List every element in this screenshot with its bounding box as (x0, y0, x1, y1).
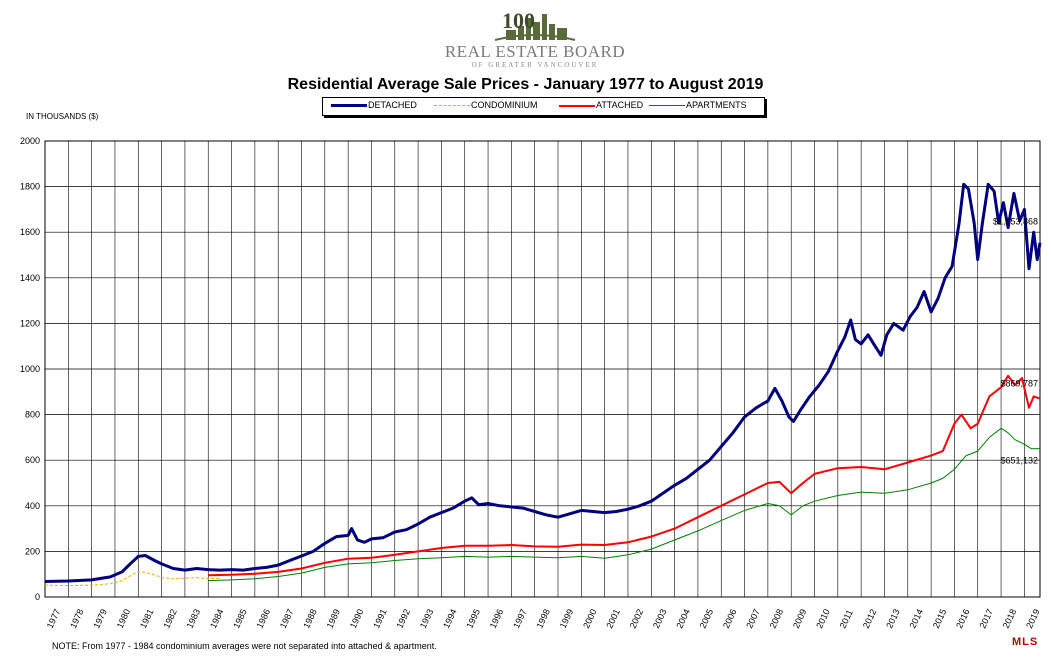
x-tick-label: 1988 (301, 607, 319, 629)
x-tick-label: 2017 (977, 607, 995, 629)
y-axis-unit-label: IN THOUSANDS ($) (26, 112, 99, 121)
x-tick-label: 1980 (115, 607, 133, 629)
y-tick-label: 1800 (20, 182, 40, 192)
x-tick-label: 2015 (931, 607, 949, 629)
y-tick-label: 800 (25, 410, 40, 420)
x-tick-label: 2009 (791, 607, 809, 629)
series-line-condominium (44, 571, 220, 587)
x-tick-label: 1981 (138, 607, 156, 629)
legend-swatch-detached (331, 104, 367, 108)
x-tick-label: 1979 (91, 607, 109, 629)
legend-item-detached: DETACHED (331, 100, 417, 110)
skyline-logo-icon: 100 (494, 8, 576, 41)
y-tick-label: 1200 (20, 318, 40, 328)
x-tick-label: 2002 (628, 607, 646, 629)
y-tick-label: 1000 (20, 364, 40, 374)
series-line-attached (208, 374, 1041, 577)
x-tick-label: 1993 (418, 607, 436, 629)
x-tick-label: 1987 (278, 607, 296, 629)
mls-logo-icon: MLS (1012, 636, 1039, 648)
x-tick-label: 2010 (814, 607, 832, 629)
x-tick-label: 2014 (908, 607, 926, 629)
x-tick-label: 2005 (698, 607, 716, 629)
x-tick-label: 2013 (884, 607, 902, 629)
y-tick-label: 600 (25, 455, 40, 465)
x-tick-label: 2000 (581, 607, 599, 629)
svg-text:100: 100 (502, 8, 535, 33)
x-tick-label: 1995 (464, 607, 482, 629)
y-tick-label: 2000 (20, 136, 40, 146)
annotation-label: $651,132 (1000, 456, 1038, 466)
legend-item-attached: ATTACHED (559, 100, 643, 110)
logo-brand-text: REAL ESTATE BOARD (444, 42, 626, 61)
x-tick-label: 2007 (744, 607, 762, 629)
x-tick-label: 1982 (161, 607, 179, 629)
series-line-detached (44, 182, 1042, 583)
legend-swatch-condominium (434, 105, 470, 107)
series-line-apartments (208, 427, 1041, 582)
annotation-label: $1,553,868 (993, 217, 1038, 227)
annotation-label: $869,787 (1000, 379, 1038, 389)
x-tick-label: 1977 (45, 607, 63, 629)
y-tick-label: 1600 (20, 227, 40, 237)
legend-item-condominium: CONDOMINIUM (434, 100, 538, 110)
x-tick-label: 1985 (231, 607, 249, 629)
legend-swatch-attached (559, 104, 595, 107)
x-tick-label: 2016 (954, 607, 972, 629)
x-tick-label: 2004 (674, 607, 692, 629)
chart-legend: DETACHED CONDOMINIUM ATTACHED APARTMENTS (322, 97, 765, 116)
chart-footnote: NOTE: From 1977 - 1984 condominium avera… (52, 641, 437, 651)
x-tick-label: 2008 (768, 607, 786, 629)
x-tick-label: 1994 (441, 607, 459, 629)
legend-swatch-apartments (649, 105, 685, 107)
rebgv-logo: 100 REAL ESTATE BOARD OF GREATER VANCOUV… (440, 8, 630, 69)
y-tick-label: 1400 (20, 273, 40, 283)
y-tick-label: 400 (25, 501, 40, 511)
x-tick-label: 1990 (348, 607, 366, 629)
x-tick-label: 2012 (861, 607, 879, 629)
x-tick-label: 2003 (651, 607, 669, 629)
x-tick-label: 1978 (68, 607, 86, 629)
y-tick-label: 0 (35, 592, 40, 602)
x-tick-label: 1991 (371, 607, 389, 629)
x-tick-label: 1998 (534, 607, 552, 629)
x-tick-label: 1997 (511, 607, 529, 629)
x-tick-label: 1983 (185, 607, 203, 629)
x-tick-label: 1992 (395, 607, 413, 629)
legend-label-detached: DETACHED (368, 100, 417, 110)
x-tick-label: 1999 (558, 607, 576, 629)
chart-title: Residential Average Sale Prices - Januar… (287, 76, 764, 93)
x-tick-label: 1996 (488, 607, 506, 629)
x-tick-label: 1984 (208, 607, 226, 629)
logo-subtitle-text: OF GREATER VANCOUVER (471, 61, 599, 69)
x-tick-label: 2006 (721, 607, 739, 629)
legend-label-condominium: CONDOMINIUM (471, 100, 538, 110)
x-tick-label: 2011 (838, 608, 855, 630)
legend-label-attached: ATTACHED (596, 100, 644, 110)
y-tick-label: 200 (25, 546, 40, 556)
x-tick-label: 2001 (604, 607, 622, 629)
legend-label-apartments: APARTMENTS (686, 100, 747, 110)
x-tick-label: 1989 (325, 607, 343, 629)
x-tick-label: 2018 (1001, 607, 1019, 629)
x-tick-label: 1986 (255, 607, 273, 629)
x-tick-label: 2019 (1024, 607, 1042, 629)
legend-item-apartments: APARTMENTS (649, 100, 747, 110)
